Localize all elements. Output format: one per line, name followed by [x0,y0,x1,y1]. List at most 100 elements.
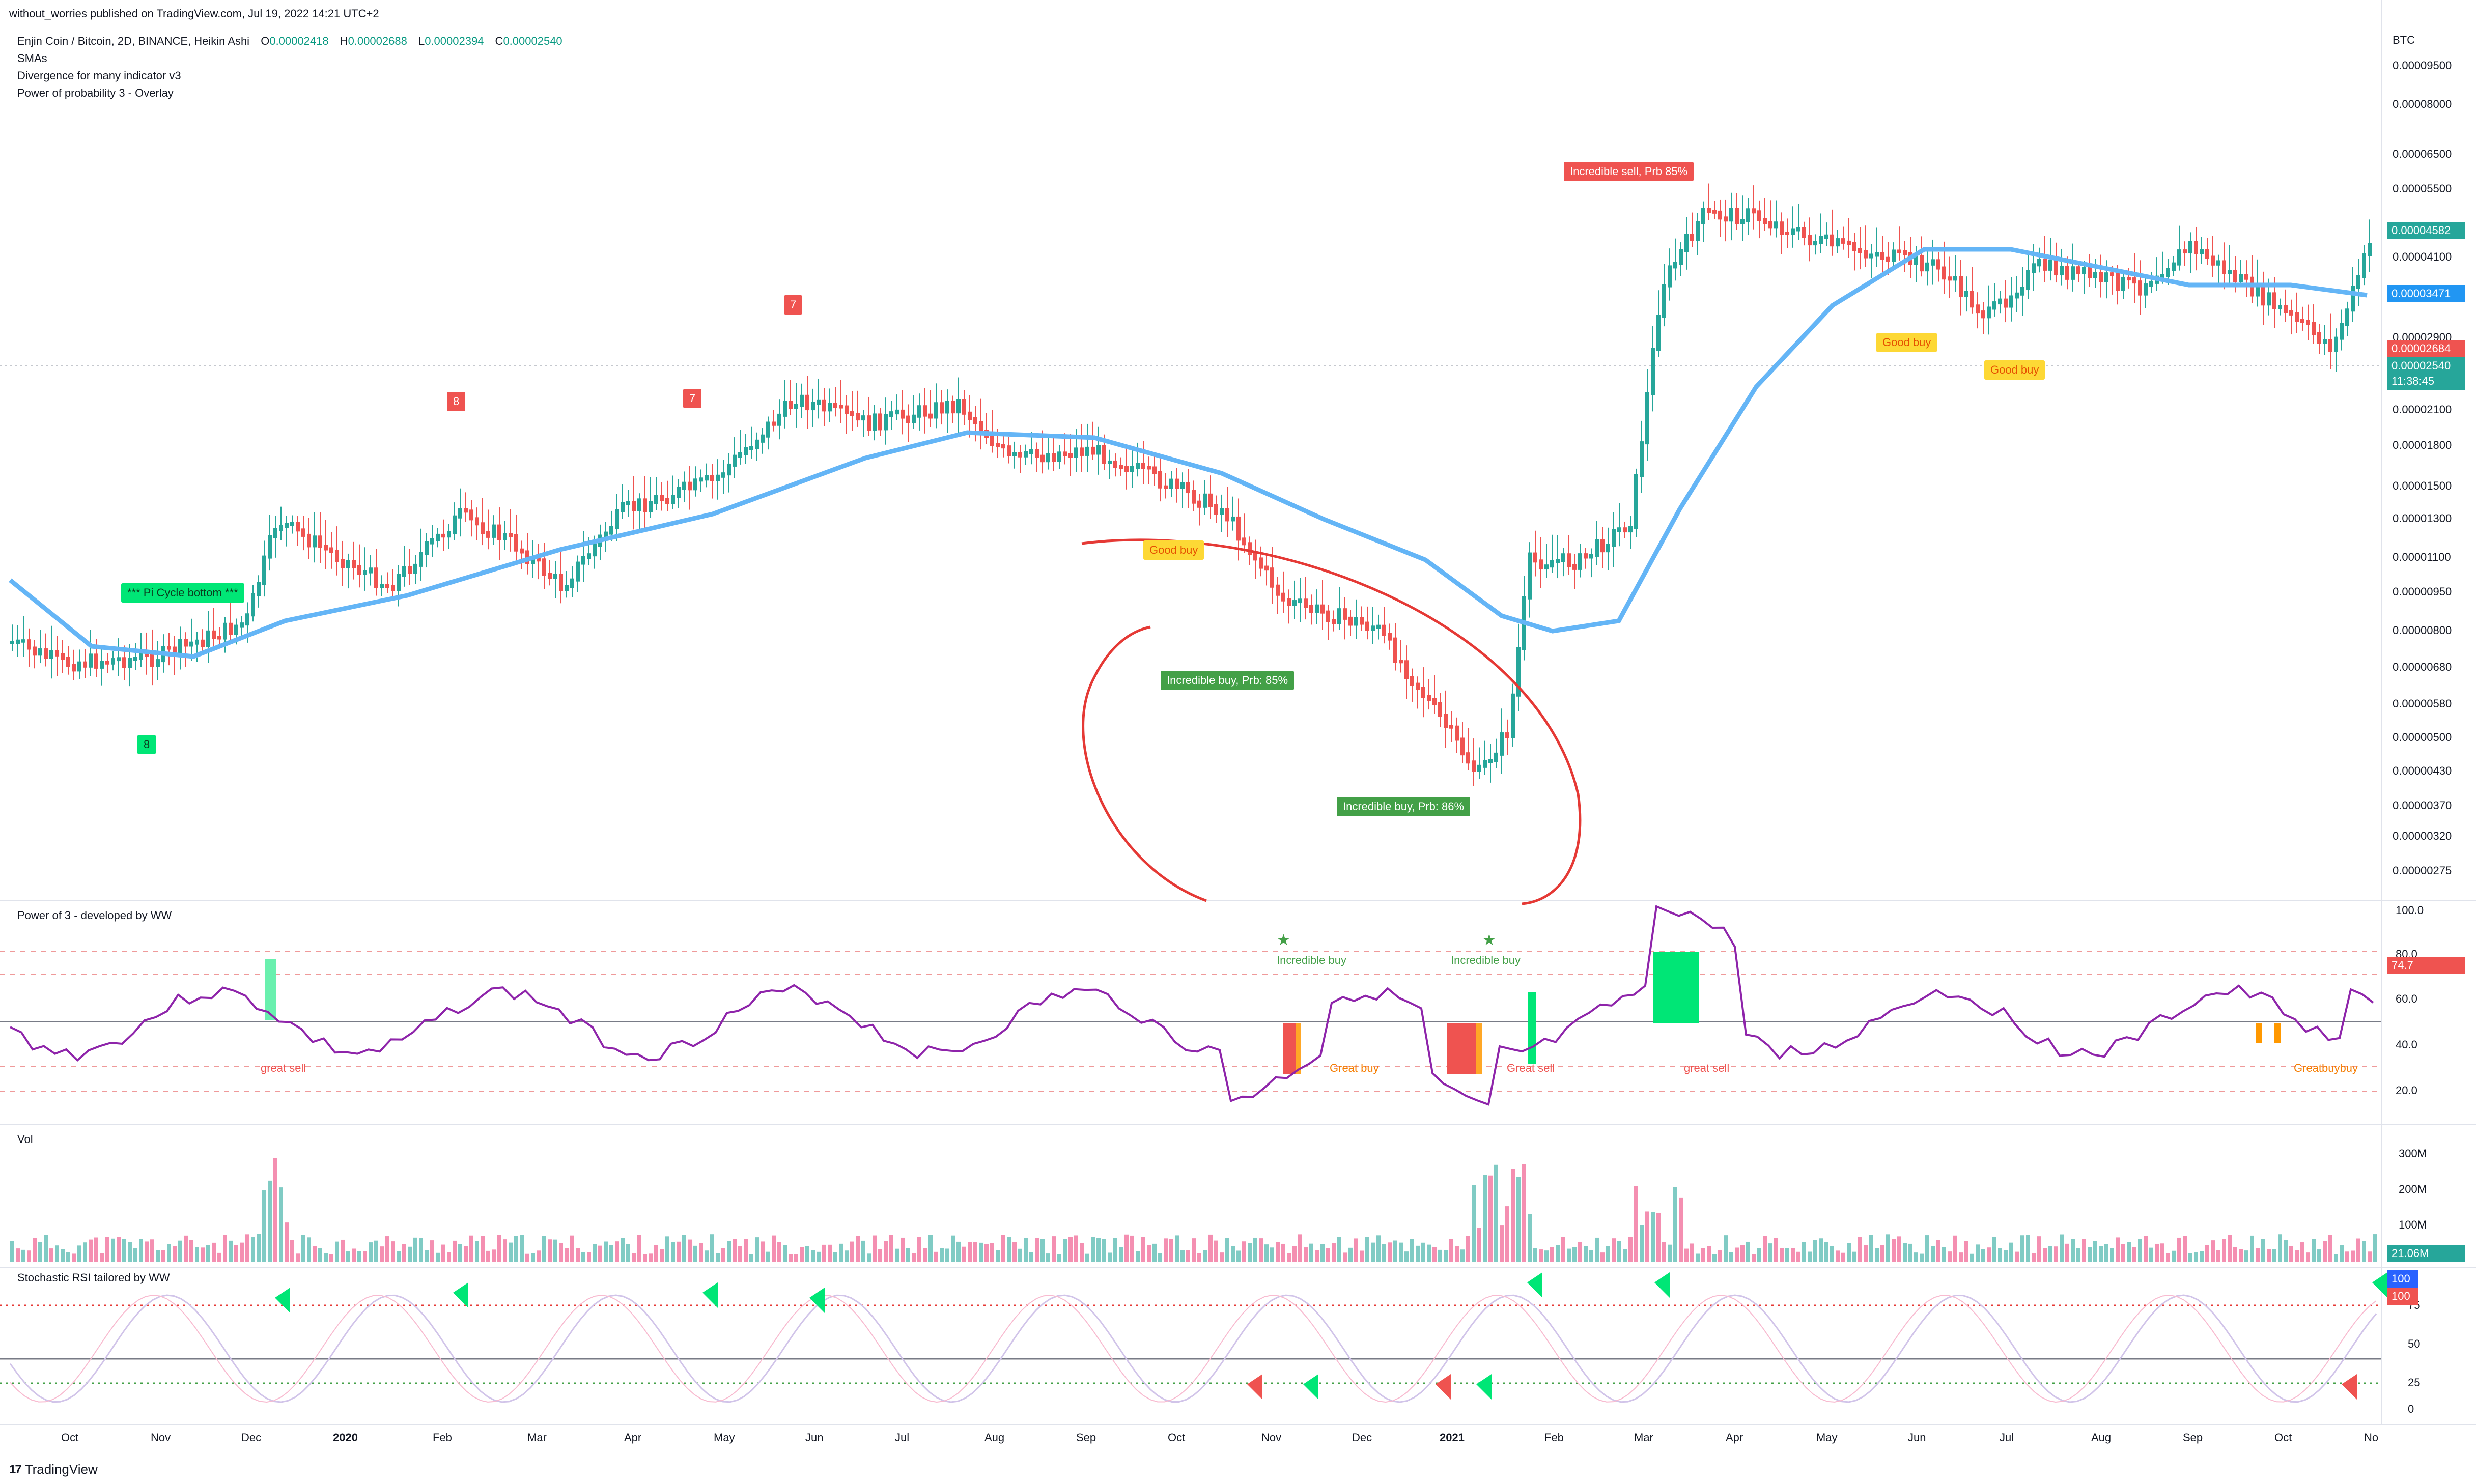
candle-body [1561,553,1565,562]
volume-bar [1203,1250,1207,1262]
candle-body [1712,210,1717,214]
volume-bar [1522,1164,1526,1262]
candle-body [2228,270,2232,274]
candle-body [419,552,423,567]
volume-bar [38,1242,42,1262]
indicator-divergence[interactable]: Divergence for many indicator v3 [17,69,181,82]
candle-body [1757,210,1761,221]
volume-bar [1091,1237,1095,1262]
candle-body [1600,539,1605,553]
time-tick: Dec [1352,1431,1372,1444]
volume-bar [727,1241,731,1262]
candle-body [145,653,149,657]
candle-body [2362,253,2366,278]
candle-body [1505,732,1509,738]
candle-body [956,399,961,414]
candle-body [1841,238,1845,244]
volume-bar [553,1239,557,1262]
volume-bar [548,1239,552,1262]
candle-body [2278,305,2282,309]
volume-bar [430,1240,434,1262]
candle-body [576,561,580,582]
candle-body [83,661,87,668]
volume-bar [1438,1249,1442,1262]
candle-body [693,478,697,491]
candle-body [1068,453,1073,458]
candle-body [1035,449,1039,458]
candle-body [481,522,485,534]
volume-bar [1701,1248,1705,1262]
volume-bar [1976,1244,1980,1262]
candle-body [2368,243,2372,256]
candle-body [173,646,177,655]
volume-bar [290,1240,294,1262]
candle-body [1455,725,1459,741]
candle-body [1432,698,1437,705]
volume-bar [77,1245,81,1262]
ohlc-open-value: 0.00002418 [269,35,329,47]
volume-bar [705,1250,709,1262]
candle-body [44,648,48,659]
symbol-legend[interactable]: Enjin Coin / Bitcoin, 2D, BINANCE, Heiki… [17,35,562,48]
volume-bar [632,1253,636,1262]
tradingview-brand: TradingView [24,1462,98,1477]
candle-body [2088,267,2092,278]
candle-body [1164,485,1168,489]
volume-bar [2373,1234,2377,1262]
candle-body [727,463,731,476]
price-tick: 0.00009500 [2393,59,2452,72]
volume-bar [688,1239,692,1262]
indicator-power-overlay[interactable]: Power of probability 3 - Overlay [17,87,174,99]
power-pane-title[interactable]: Power of 3 - developed by WW [17,909,172,922]
volume-bar [1186,1250,1190,1262]
volume-bar [1819,1238,1823,1262]
volume-bar [1707,1246,1711,1262]
price-tick: 0.00004100 [2393,250,2452,263]
volume-bar [229,1240,233,1262]
time-tick: Mar [1634,1431,1653,1444]
candle-body [1987,306,1991,319]
candle-body [2328,339,2332,352]
volume-bar [1886,1234,1890,1262]
volume-bar [2099,1246,2103,1262]
candle-body [548,573,552,579]
candle-body [2110,272,2114,276]
tradingview-footer[interactable]: 17 TradingView [9,1462,98,1477]
time-tick: 2020 [333,1431,358,1444]
candle-body [1606,544,1610,553]
time-tick: Jul [2000,1431,2014,1444]
volume-bar [1981,1249,1985,1262]
volume-bar [1180,1250,1185,1262]
volume-bar [912,1253,916,1262]
volume-bar [1287,1253,1291,1262]
volume-bar [33,1238,37,1262]
candle-body [301,528,305,537]
volume-bar [1332,1243,1336,1262]
volume-bar [296,1253,300,1262]
candle-body [2116,273,2120,291]
stoch-k-line [9,1294,2377,1403]
volume-bar [1208,1234,1213,1262]
candle-body [1875,252,1879,257]
price-tag: 0.00002684 [2387,340,2465,357]
volume-bar [2317,1249,2321,1262]
candle-body [1511,693,1515,738]
stoch-pane-title[interactable]: Stochastic RSI tailored by WW [17,1271,170,1284]
volume-bar [1528,1214,1532,1262]
volume-bar [2076,1247,2080,1262]
candle-body [1612,529,1616,547]
volume-pane-title[interactable]: Vol [17,1133,33,1146]
indicator-sma[interactable]: SMAs [17,52,47,65]
volume-bar [1152,1243,1157,1262]
sma-line [9,247,2368,659]
volume-bar [1740,1245,1745,1262]
stoch-signal [1303,1374,1318,1400]
power-bar [1447,1023,1477,1074]
volume-bar [61,1249,65,1262]
stoch-k-tag: 100 [2387,1270,2418,1288]
volume-bar [1808,1251,1812,1262]
volume-bar [1488,1175,1493,1262]
candle-body [1276,584,1280,596]
volume-bar [783,1245,787,1262]
